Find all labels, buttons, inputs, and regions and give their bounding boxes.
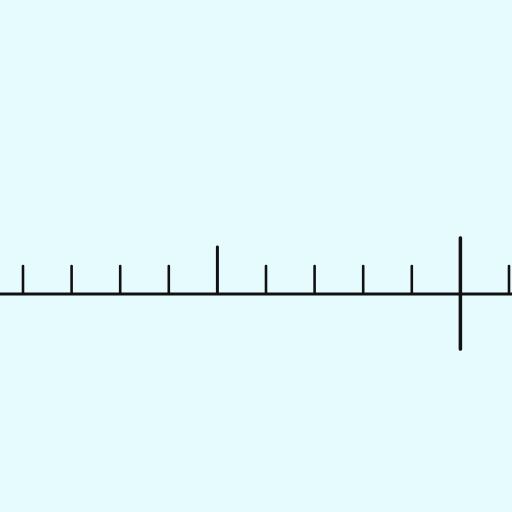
tick-marks xyxy=(21,236,511,351)
